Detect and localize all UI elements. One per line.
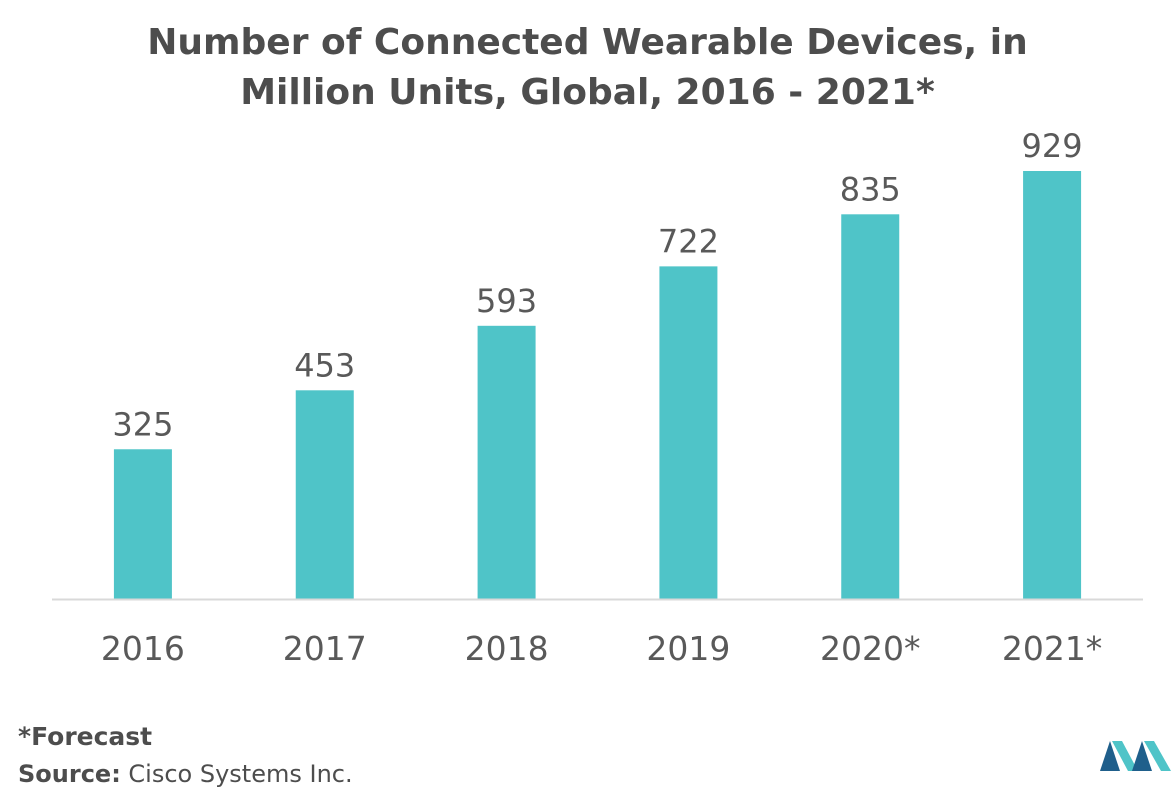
labels-layer: 325 453 593 722 835 929: [112, 127, 1082, 443]
x-tick-label: 2021*: [1002, 629, 1102, 668]
bar-2018: [477, 325, 536, 599]
data-label: 722: [658, 222, 719, 260]
bar-2021: [1023, 171, 1082, 599]
x-tick-label: 2017: [283, 629, 367, 668]
data-label: 325: [112, 405, 173, 443]
x-tick-label: 2016: [101, 629, 185, 668]
source-text: Cisco Systems Inc.: [120, 760, 353, 788]
data-label: 929: [1022, 127, 1083, 165]
bar-2016: [113, 449, 172, 599]
source-line: Source: Cisco Systems Inc.: [18, 760, 353, 788]
x-tick-label: 2020*: [820, 629, 920, 668]
chart-title-line-1: Number of Connected Wearable Devices, in: [147, 22, 1028, 63]
source-label: Source:: [18, 760, 121, 788]
x-tick-labels: 2016 2017 2018 2019 2020* 2021*: [101, 629, 1102, 668]
data-label: 453: [294, 346, 355, 384]
bar-2017: [295, 390, 354, 599]
bar-2019: [659, 266, 718, 599]
x-tick-label: 2018: [465, 629, 549, 668]
data-label: 835: [840, 170, 901, 208]
forecast-note: *Forecast: [18, 722, 153, 751]
bars-layer: [113, 171, 1082, 600]
data-label: 593: [476, 282, 537, 320]
bar-chart: 325 453 593 722 835 929 2016 2017 2018 2019 2020*…: [52, 127, 1143, 668]
chart-title-line-2: Million Units, Global, 2016 - 2021*: [240, 72, 935, 113]
bar-2020: [841, 214, 900, 600]
chart-title: Number of Connected Wearable Devices, in…: [0, 18, 1175, 118]
mordor-intelligence-logo-icon: [1100, 741, 1171, 771]
x-tick-label: 2019: [646, 629, 730, 668]
